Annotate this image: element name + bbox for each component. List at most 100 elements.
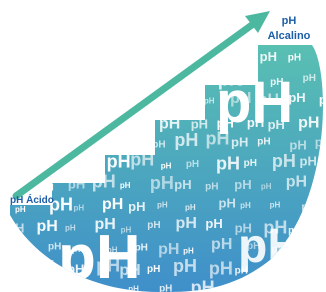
ph-word: pH: [231, 134, 248, 149]
ph-word: pH: [177, 59, 188, 68]
ph-word: pH: [102, 196, 123, 213]
ph-word: pH: [120, 181, 131, 190]
ph-word: pH: [107, 151, 131, 171]
ph-word: pH: [117, 95, 128, 104]
ph-word: pH: [64, 50, 81, 65]
ph-word: pH: [243, 283, 256, 292]
ph-word: pH: [316, 214, 326, 234]
ph-word: pH: [130, 150, 154, 170]
ph-word: pH: [72, 286, 83, 292]
ph-word: pH: [302, 202, 315, 213]
ph-word: pH: [7, 221, 24, 236]
ph-word: pH: [174, 130, 198, 150]
ph-word: pH: [147, 264, 160, 275]
ph-word: pH: [176, 215, 197, 232]
ph-word: pH: [272, 279, 293, 292]
ph-word: pH: [8, 140, 19, 149]
ph-word: pH: [272, 151, 296, 171]
ph-word: pH: [238, 220, 302, 273]
ph-word: pH: [234, 177, 251, 192]
ph-word: pH: [212, 283, 233, 292]
ph-word: pH: [45, 284, 58, 292]
acid-label: pH Ácido: [10, 193, 54, 206]
ph-word: pH: [122, 138, 133, 147]
ph-word: pH: [319, 269, 326, 278]
ph-word: pH: [90, 50, 111, 67]
ph-word: pH: [157, 201, 168, 210]
ph-word: pH: [68, 177, 85, 192]
alkaline-label: pH: [282, 15, 297, 27]
ph-word: pH: [34, 135, 55, 152]
ph-word: pH: [189, 78, 202, 89]
ph-word: pH: [219, 196, 236, 211]
ph-word: pH: [12, 94, 29, 109]
ph-word: pH: [7, 259, 31, 279]
ph-word: pH: [288, 52, 301, 63]
ph-word: pH: [173, 256, 197, 276]
ph-word: pH: [21, 245, 32, 254]
ph-word: pH: [40, 183, 53, 194]
ph-word: pH: [291, 258, 315, 278]
ph-word: pH: [74, 78, 85, 87]
alkaline-label: Alcalino: [268, 30, 311, 42]
ph-word: pH: [58, 223, 141, 292]
ph-word: pH: [9, 49, 26, 64]
ph-word: pH: [302, 280, 323, 292]
ph-word: pH: [237, 56, 248, 65]
ph-word: pH: [303, 73, 316, 84]
ph-word: pH: [211, 236, 232, 253]
ph-word: pH: [315, 134, 326, 149]
ph-word: pH: [320, 55, 326, 66]
ph-word: pH: [36, 218, 57, 235]
ph-word: pH: [186, 159, 199, 170]
ph-word: pH: [298, 115, 319, 132]
ph-word: pH: [134, 72, 151, 87]
staircase: pHpHpHpHpHpHpHpHpHpHpHpHpHpHpHpHpHpHpHpH…: [0, 0, 326, 292]
ph-word: pH: [75, 153, 96, 170]
ph-word: pH: [191, 277, 215, 292]
ph-word: pH: [92, 171, 116, 191]
ph-word: pH: [161, 162, 172, 171]
ph-word: pH: [73, 116, 84, 125]
ph-word: pH: [205, 181, 218, 192]
ph-word: pH: [118, 50, 139, 67]
ph-word: pH: [37, 48, 54, 63]
ph-word: pH: [257, 136, 270, 147]
ph-word: pH: [73, 204, 84, 213]
ph-word: pH: [159, 283, 172, 292]
ph-word: pH: [300, 154, 317, 169]
illustration: pHpHpHpHpHpHpHpHpHpHpHpHpHpHpHpHpHpHpHpH…: [0, 0, 326, 292]
ph-word: pH: [286, 174, 307, 191]
ph-word: pH: [128, 199, 145, 214]
ph-word: pH: [147, 220, 160, 231]
ph-word: pH: [150, 173, 174, 193]
ph-word: pH: [204, 96, 215, 105]
ph-word: pH: [152, 140, 165, 151]
ph-word: pH: [261, 182, 272, 191]
ph-word: pH: [102, 68, 126, 88]
ph-word: pH: [39, 100, 50, 109]
ph-word: pH: [62, 99, 73, 108]
ph-word: pH: [260, 49, 277, 64]
ph-word: pH: [19, 281, 36, 292]
ph-word: pH: [319, 92, 326, 107]
ph-word: pH: [33, 258, 54, 275]
ph-word: pH: [96, 90, 117, 107]
ph-word: pH: [299, 242, 312, 253]
ph-word: pH: [20, 112, 41, 129]
ph-word: pH: [270, 201, 281, 210]
ph-word: pH: [45, 77, 56, 86]
ph-word: pH: [240, 201, 251, 210]
ph-word: pH: [239, 71, 256, 86]
ph-word: pH: [173, 92, 190, 107]
ph-word: pH: [209, 259, 233, 279]
ph-word: pH: [15, 205, 26, 214]
ph-word: pH: [65, 138, 78, 149]
ph-word: pH: [145, 59, 156, 68]
ph-word: pH: [100, 287, 113, 292]
ph-word: pH: [244, 158, 257, 169]
ph-word: pH: [185, 203, 196, 212]
ph-word: pH: [216, 70, 293, 135]
ph-word: pH: [205, 216, 222, 231]
ph-word: pH: [50, 116, 61, 125]
